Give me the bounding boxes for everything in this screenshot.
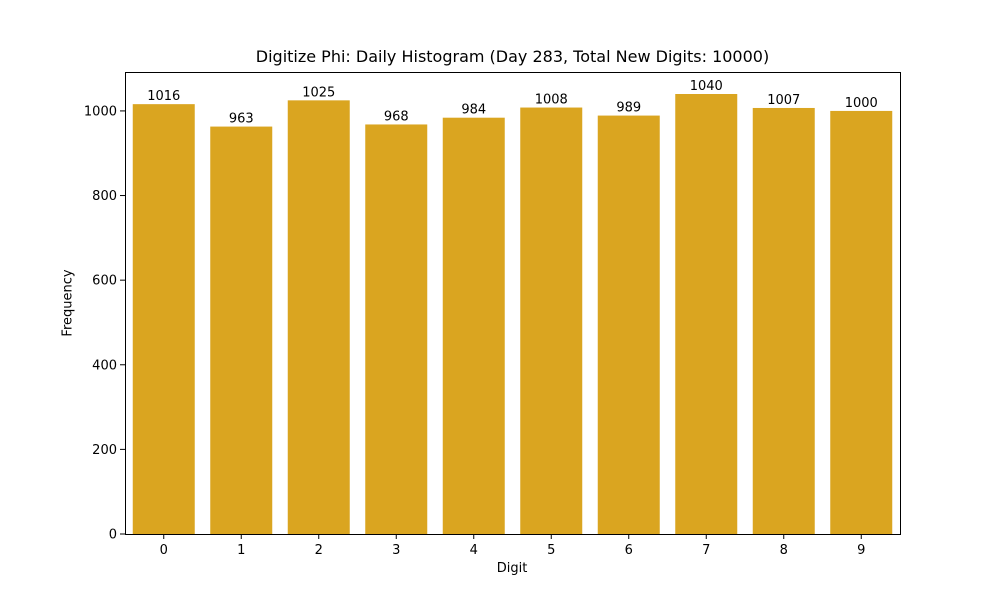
- bar: [210, 126, 273, 535]
- x-axis-label: Digit: [496, 561, 528, 576]
- x-tick-label: 6: [625, 543, 633, 558]
- bar: [442, 117, 505, 534]
- x-tick-label: 7: [702, 543, 710, 558]
- bar-value-label: 1000: [845, 96, 878, 111]
- plot-frame: [125, 72, 901, 535]
- y-tick-label: 1000: [84, 104, 117, 119]
- x-tick-label: 1: [237, 543, 245, 558]
- x-tick-label: 3: [392, 543, 400, 558]
- bar-value-label: 1008: [535, 93, 568, 108]
- bar-value-label: 1040: [690, 79, 723, 94]
- bar-value-label: 963: [229, 112, 254, 127]
- bar-value-label: 989: [616, 101, 641, 116]
- bar: [597, 115, 660, 535]
- bar: [675, 94, 738, 534]
- bar-value-label: 1016: [147, 89, 180, 104]
- chart-title: Digitize Phi: Daily Histogram (Day 283, …: [255, 47, 770, 66]
- x-tick-label: 5: [547, 543, 555, 558]
- x-tick-label: 9: [857, 543, 865, 558]
- bar: [287, 100, 350, 534]
- bar-value-label: 1007: [767, 93, 800, 108]
- bar-value-label: 984: [461, 103, 486, 118]
- y-tick-label: 800: [92, 189, 117, 204]
- bar-value-label: 1025: [302, 85, 335, 100]
- bar: [365, 124, 428, 534]
- bar: [132, 104, 195, 535]
- bar: [830, 110, 893, 534]
- y-tick-label: 600: [92, 274, 117, 289]
- bar: [520, 107, 583, 535]
- y-tick-label: 200: [92, 443, 117, 458]
- y-tick-label: 400: [92, 358, 117, 373]
- y-tick-label: 0: [109, 528, 117, 543]
- x-tick-label: 4: [470, 543, 478, 558]
- x-tick-label: 0: [160, 543, 168, 558]
- bar: [752, 107, 815, 534]
- x-tick-label: 2: [315, 543, 323, 558]
- bar-value-label: 968: [384, 109, 409, 124]
- x-tick-label: 8: [780, 543, 788, 558]
